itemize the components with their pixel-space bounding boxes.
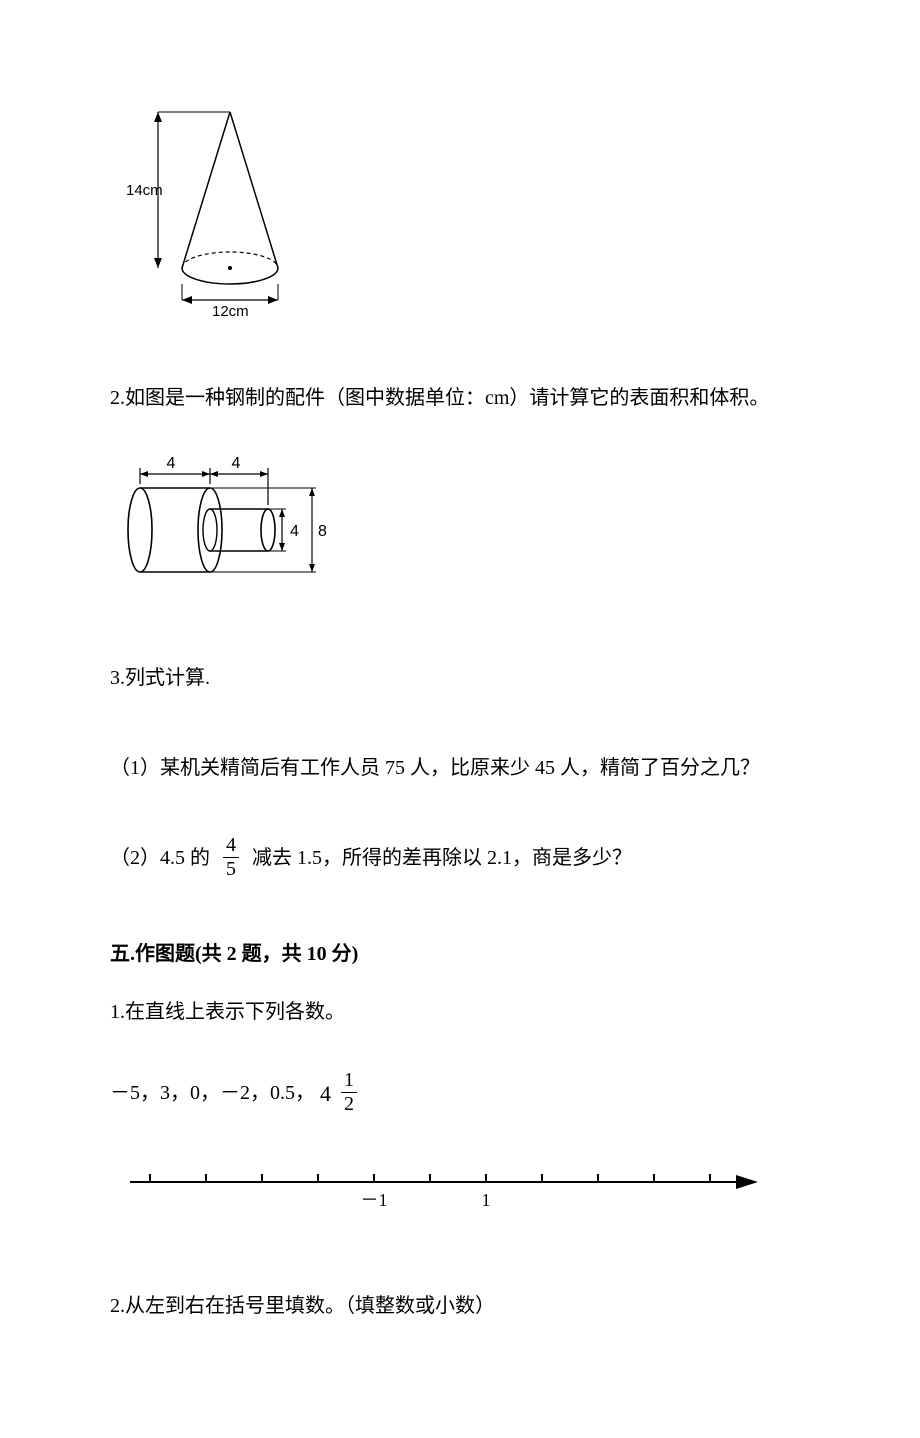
mixed-whole: 4 xyxy=(320,1070,331,1118)
mixed-num: 1 xyxy=(341,1070,357,1091)
q3-frac-den: 5 xyxy=(223,859,239,880)
cyl-top-left-label: 4 xyxy=(167,455,176,472)
cylinder-figure: 4 4 4 8 xyxy=(118,450,810,616)
mixed-den: 2 xyxy=(341,1094,357,1115)
numberline-svg: －1 1 xyxy=(110,1158,770,1218)
q3-p1: （1）某机关精简后有工作人员 75 人，比原来少 45 人，精简了百分之几？ xyxy=(110,746,810,790)
cyl-big-height-label: 8 xyxy=(318,523,327,540)
s5q1-title: 1.在直线上表示下列各数。 xyxy=(110,990,810,1034)
cyl-top-right-label: 4 xyxy=(232,455,241,472)
numberline-figure: －1 1 xyxy=(110,1158,810,1234)
cone-diameter-label: 12cm xyxy=(212,303,249,320)
q3-p2: （2）4.5 的 4 5 减去 1.5，所得的差再除以 2.1，商是多少？ xyxy=(110,836,810,882)
cone-figure: 14cm 12cm xyxy=(120,100,810,336)
cylinder-svg: 4 4 4 8 xyxy=(118,450,328,600)
numberline-label-pos1: 1 xyxy=(482,1190,491,1210)
section5-heading: 五.作图题(共 2 题，共 10 分) xyxy=(110,932,810,976)
q3-p2-prefix: （2）4.5 的 xyxy=(110,847,210,869)
numberline-label-neg1: －1 xyxy=(361,1190,388,1210)
q2-text: 2.如图是一种钢制的配件（图中数据单位：cm）请计算它的表面积和体积。 xyxy=(110,376,810,420)
q3-frac-num: 4 xyxy=(223,835,239,856)
q3-p2-suffix: 减去 1.5，所得的差再除以 2.1，商是多少？ xyxy=(252,847,632,869)
q3-p2-fraction: 4 5 xyxy=(223,835,239,880)
s5q1-mixed-number: 4 1 2 xyxy=(320,1070,365,1118)
cyl-small-diam-label: 4 xyxy=(290,523,299,540)
s5q1-list: －5，3，0，－2，0.5， 4 1 2 xyxy=(110,1070,810,1118)
s5q2-title: 2.从左到右在括号里填数。（填整数或小数） xyxy=(110,1284,810,1328)
cone-height-label: 14cm xyxy=(126,182,163,199)
mixed-fraction: 1 2 xyxy=(341,1070,357,1115)
s5q1-list-prefix: －5，3，0，－2，0.5， xyxy=(110,1082,315,1104)
cone-svg: 14cm 12cm xyxy=(120,100,320,320)
q3-title: 3.列式计算. xyxy=(110,656,810,700)
